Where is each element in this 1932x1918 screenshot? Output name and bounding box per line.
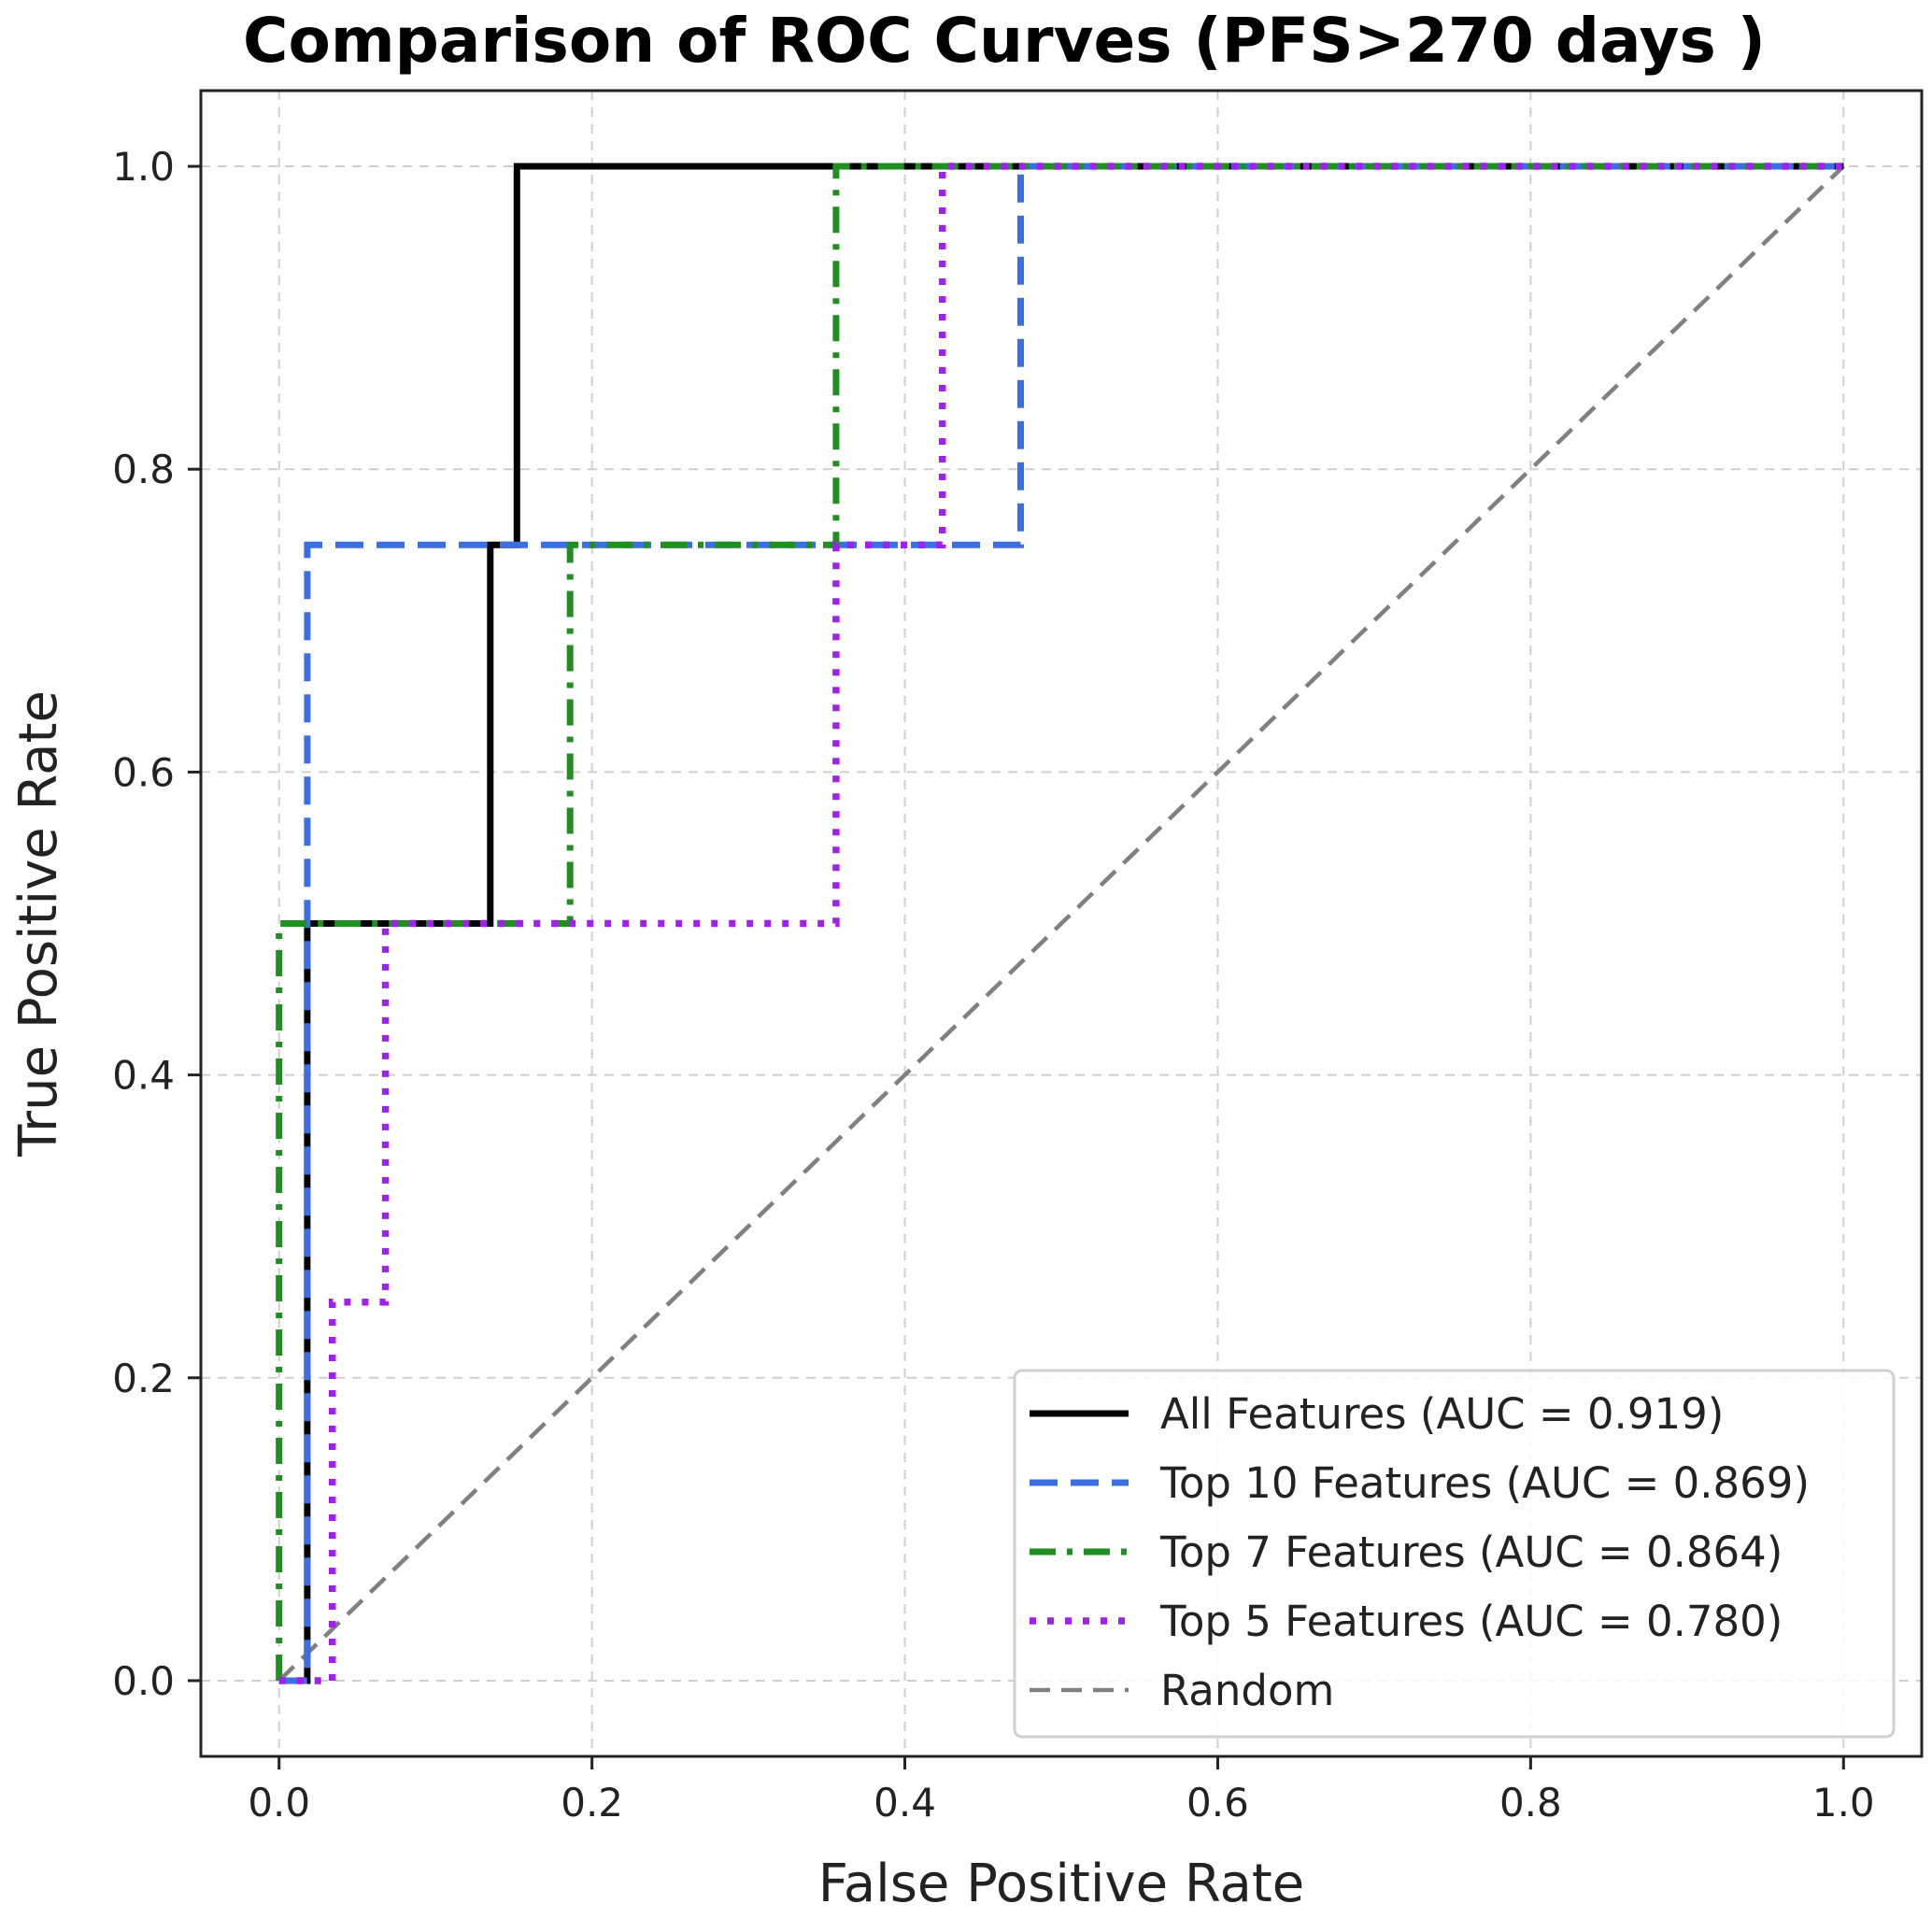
x-axis-label: False Positive Rate xyxy=(818,1854,1304,1914)
y-tick-label: 0.8 xyxy=(112,447,175,492)
series-line-0 xyxy=(278,163,1844,1684)
y-tick-label: 0.6 xyxy=(112,749,175,795)
y-tick-label: 0.0 xyxy=(112,1658,175,1704)
legend-box xyxy=(1013,1369,1896,1739)
x-tick-label: 0.0 xyxy=(248,1780,310,1826)
y-tick-label: 0.4 xyxy=(112,1053,175,1099)
legend: All Features (AUC = 0.919) Top 10 Feature… xyxy=(1013,1369,1896,1739)
plot-frame xyxy=(199,89,1924,1758)
series-line-2 xyxy=(276,163,1844,1681)
y-axis-label: True Positive Rate xyxy=(8,690,69,1158)
ticks: 0.0 0.2 0.4 0.6 0.8 1.0 0.0 0.2 0.4 0.6 0.8 1.0 xyxy=(112,144,1874,1826)
series-layer xyxy=(276,163,1845,1684)
legend-label-1: Top 10 Features (AUC = 0.869) xyxy=(1159,1458,1810,1508)
y-tick-label: 1.0 xyxy=(112,144,175,190)
y-tick-label: 0.2 xyxy=(112,1356,175,1401)
chart-title: Comparison of ROC Curves (PFS>270 days ) xyxy=(243,5,1766,77)
grid xyxy=(201,91,1922,1756)
series-line-3 xyxy=(278,163,1844,1684)
x-tick-label: 0.2 xyxy=(561,1780,623,1826)
legend-label-0: All Features (AUC = 0.919) xyxy=(1160,1389,1724,1439)
legend-label-2: Top 7 Features (AUC = 0.864) xyxy=(1159,1527,1783,1577)
x-tick-label: 0.6 xyxy=(1186,1780,1249,1826)
x-tick-label: 1.0 xyxy=(1812,1780,1875,1826)
legend-label-4: Random xyxy=(1160,1666,1334,1715)
x-tick-label: 0.8 xyxy=(1499,1780,1562,1826)
series-line-4 xyxy=(277,164,1845,1683)
legend-label-3: Top 5 Features (AUC = 0.780) xyxy=(1159,1597,1783,1646)
x-tick-label: 0.4 xyxy=(874,1780,936,1826)
